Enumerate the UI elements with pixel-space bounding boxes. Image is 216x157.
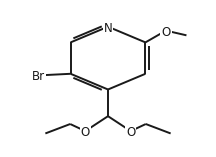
- Text: Br: Br: [32, 70, 45, 83]
- Text: O: O: [161, 26, 171, 39]
- Text: O: O: [81, 126, 90, 139]
- Text: N: N: [104, 22, 112, 35]
- Text: O: O: [126, 126, 135, 139]
